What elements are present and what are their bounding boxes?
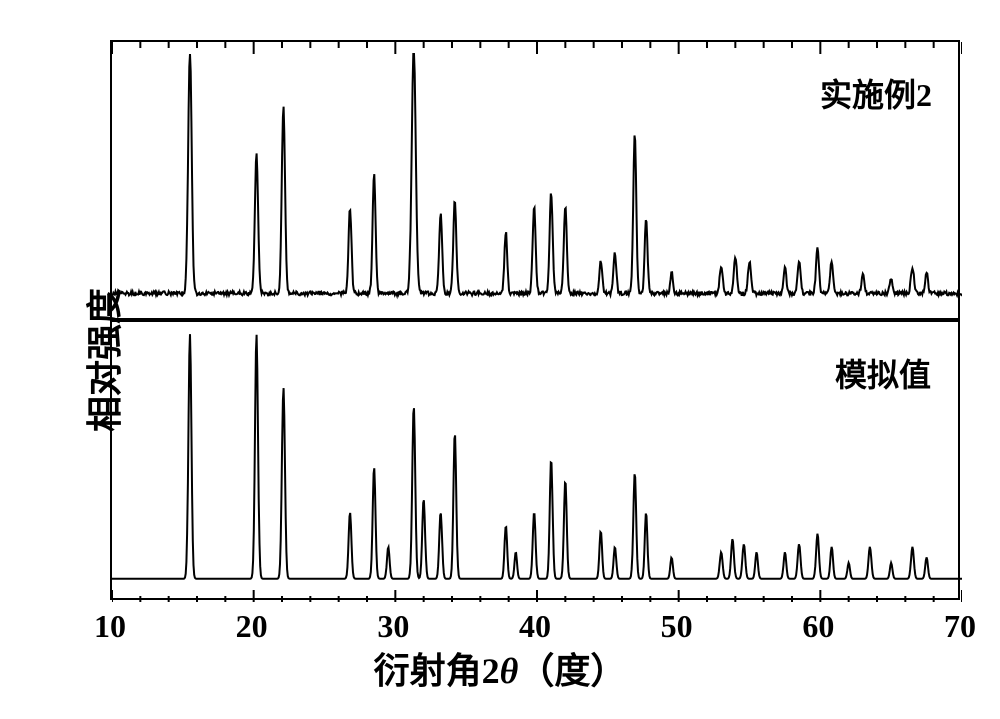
xrd-chart: 相对强度 实施例2 模拟值 10203040506070 衍射角2θ（度）: [20, 20, 980, 699]
x-tick-50: 50: [661, 608, 693, 645]
x-tick-10: 10: [94, 608, 126, 645]
x-tick-70: 70: [944, 608, 976, 645]
lower-panel: [110, 320, 960, 600]
x-axis-label: 衍射角2θ（度）: [374, 642, 627, 694]
x-tick-60: 60: [802, 608, 834, 645]
panel-label-1: 模拟值: [835, 350, 931, 396]
x-tick-20: 20: [236, 608, 268, 645]
x-tick-30: 30: [377, 608, 409, 645]
panel-label-0: 实施例2: [820, 70, 932, 116]
x-tick-40: 40: [519, 608, 551, 645]
